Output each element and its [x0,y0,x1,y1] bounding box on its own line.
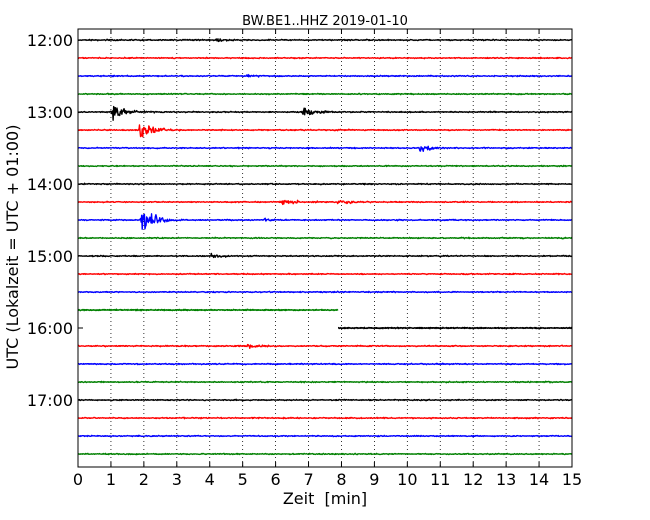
y-tick-label: 16:00 [27,319,73,338]
x-tick-label: 0 [73,470,83,489]
y-axis-label: UTC (Lokalzeit = UTC + 01:00) [3,125,22,370]
trace-1745 [77,452,573,456]
trace-1345 [77,164,573,168]
x-tick-label: 13 [496,470,516,489]
trace-1300 [77,105,573,121]
x-tick-label: 3 [172,470,182,489]
trace-1445 [77,236,573,240]
x-tick-label: 10 [397,470,417,489]
x-axis-label: Zeit [min] [283,489,367,508]
y-tick-label: 12:00 [27,31,73,50]
trace-1615 [77,343,573,349]
x-tick-label: 14 [529,470,549,489]
trace-1245 [77,92,573,96]
trace-1415 [77,199,573,206]
x-tick-label: 15 [562,470,582,489]
x-tick-label: 12 [463,470,483,489]
trace-1530 [77,290,573,294]
y-tick-label: 17:00 [27,391,73,410]
trace-1630 [77,362,573,366]
x-tick-label: 9 [369,470,379,489]
x-tick-label: 1 [106,470,116,489]
y-tick-label: 14:00 [27,175,73,194]
trace-1200 [77,38,573,43]
x-axis-ticks: 0 1 2 3 4 5 6 7 8 9 10 11 12 13 14 15 [73,29,582,489]
trace-1400 [77,182,573,186]
trace-1645 [77,380,573,384]
x-tick-label: 5 [238,470,248,489]
x-tick-label: 2 [139,470,149,489]
x-tick-label: 8 [336,470,346,489]
trace-1330 [77,145,573,152]
plot-frame [77,28,573,468]
y-tick-label: 13:00 [27,103,73,122]
y-tick-label: 15:00 [27,247,73,266]
trace-1700 [77,398,573,402]
chart-title: BW.BE1..HHZ 2019-01-10 [242,14,408,29]
trace-1715 [77,416,573,420]
y-axis-ticks: 12:00 13:00 14:00 15:00 16:00 17:00 [27,31,572,410]
trace-1730 [77,434,573,438]
x-tick-label: 11 [430,470,450,489]
trace-1515 [77,272,573,276]
trace-1600 [337,326,573,330]
trace-1545 [77,308,339,312]
x-tick-label: 6 [271,470,281,489]
trace-lines [77,38,573,456]
trace-1500 [77,252,573,259]
trace-1430 [77,213,573,230]
x-tick-label: 4 [205,470,215,489]
x-tick-label: 7 [303,470,313,489]
trace-1230 [77,73,573,78]
trace-1315 [77,124,573,138]
trace-1215 [77,56,573,60]
